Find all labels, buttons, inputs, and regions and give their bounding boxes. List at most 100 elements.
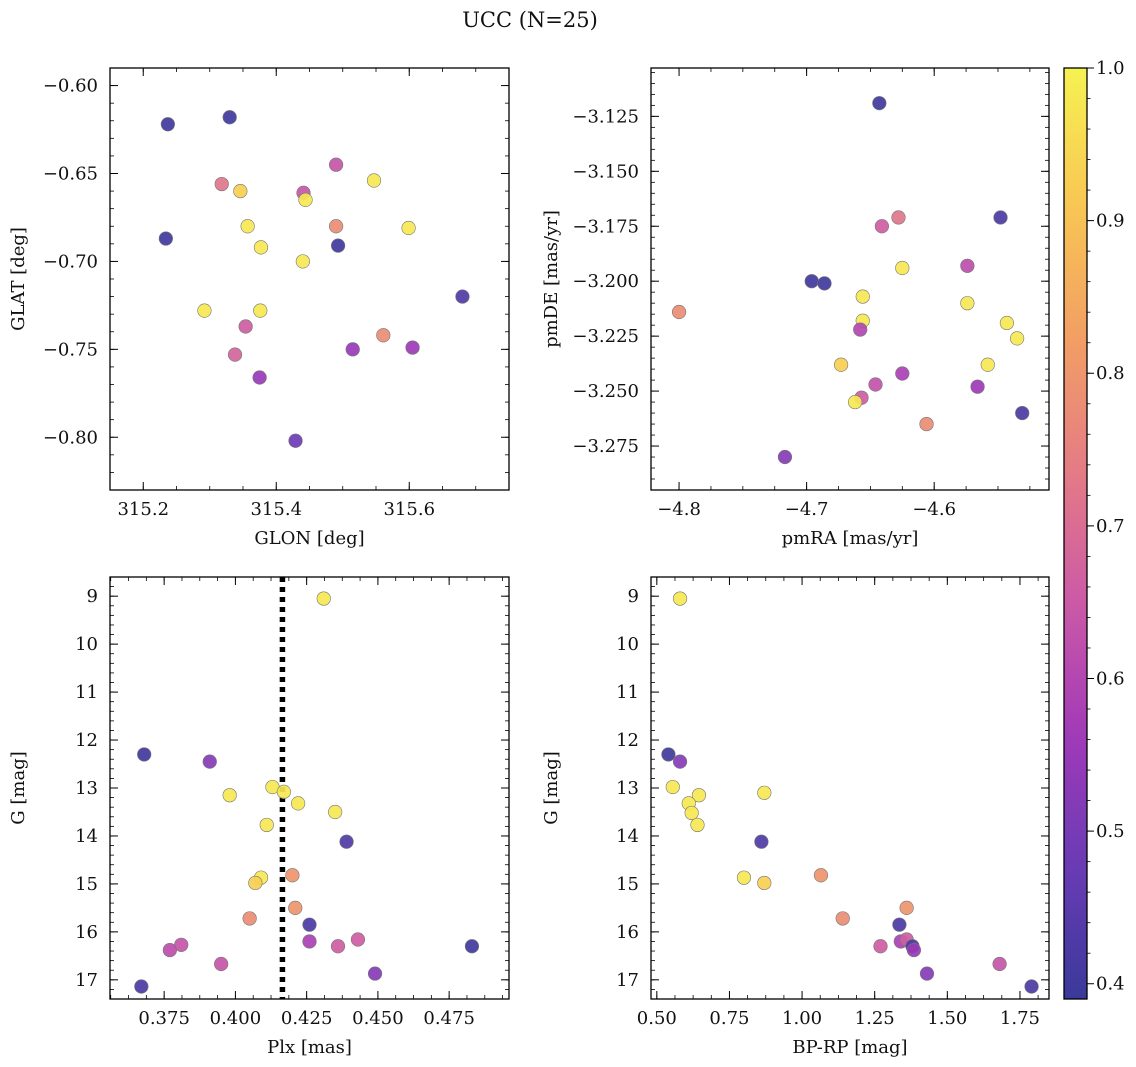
scatter-point xyxy=(895,260,910,276)
x-tick-label: 0.425 xyxy=(281,1008,333,1029)
x-tick-label: 315.4 xyxy=(250,499,302,520)
scatter-point xyxy=(671,304,687,320)
x-tick-label: 0.400 xyxy=(210,1008,262,1029)
scatter-point xyxy=(848,394,863,410)
scatter-point xyxy=(345,342,360,357)
y-tick-label: 17 xyxy=(75,970,98,991)
y-tick-label: −3.250 xyxy=(572,381,639,402)
scatter-point xyxy=(993,210,1008,225)
y-tick-label: 9 xyxy=(87,586,98,607)
scatter-point xyxy=(214,176,229,192)
x-tick-label: 1.00 xyxy=(782,1008,822,1029)
scatter-point xyxy=(350,932,366,947)
x-tick-label: 0.475 xyxy=(423,1008,475,1029)
y-tick-label: 10 xyxy=(75,634,98,655)
x-tick-label: 1.25 xyxy=(855,1008,895,1029)
y-axis-label: GLAT [deg] xyxy=(8,227,29,331)
scatter-point xyxy=(906,942,922,958)
scatter-point xyxy=(329,157,344,172)
scatter-point xyxy=(868,377,883,392)
x-tick-label: −4.7 xyxy=(785,499,829,520)
y-tick-label: −3.175 xyxy=(572,216,639,237)
scatter-point xyxy=(691,788,707,803)
scatter-point xyxy=(227,347,243,362)
x-axis-label: GLON [deg] xyxy=(254,528,364,549)
scatter-point xyxy=(376,328,391,343)
scatter-point xyxy=(999,315,1015,331)
scatter-point xyxy=(672,754,688,769)
scatter-point xyxy=(288,900,303,915)
y-tick-label: 16 xyxy=(616,922,639,943)
colorbar-tick-label: 0.9 xyxy=(1096,211,1125,232)
scatter-point xyxy=(899,900,914,915)
scatter-point xyxy=(672,591,688,606)
scatter-point xyxy=(665,779,680,795)
scatter-point xyxy=(1010,331,1025,346)
scatter-point xyxy=(757,875,772,891)
y-tick-label: 11 xyxy=(75,682,98,703)
scatter-point xyxy=(328,804,343,820)
scatter-point xyxy=(919,966,935,981)
scatter-point xyxy=(367,966,383,981)
scatter-point xyxy=(980,357,995,372)
y-tick-label: −3.225 xyxy=(572,326,639,347)
x-tick-label: 1.50 xyxy=(927,1008,967,1029)
scatter-point xyxy=(892,917,907,932)
colorbar: 0.4 0.5 0.6 0.7 0.8 0.9 1.0 xyxy=(1063,58,1125,1000)
scatter-point xyxy=(366,173,382,188)
scatter-point xyxy=(197,303,212,318)
scatter-point xyxy=(960,258,975,273)
y-tick-label: −0.60 xyxy=(43,76,98,97)
scatter-point xyxy=(253,240,269,255)
figure-title: UCC (N=25) xyxy=(462,8,598,32)
scatter-point xyxy=(992,956,1007,972)
scatter-point xyxy=(405,340,420,355)
scatter-point xyxy=(259,817,274,833)
scatter-point xyxy=(777,449,793,465)
scatter-point xyxy=(1024,979,1039,994)
y-tick-label: 11 xyxy=(616,682,639,703)
scatter-point xyxy=(285,868,300,883)
scatter-point xyxy=(960,296,975,311)
y-axis-label: G [mag] xyxy=(8,751,29,824)
scatter-point xyxy=(817,276,832,291)
plot-frame xyxy=(650,67,1050,491)
y-tick-label: 9 xyxy=(628,586,639,607)
y-tick-label: 12 xyxy=(616,730,639,751)
x-axis-label: pmRA [mas/yr] xyxy=(782,528,919,549)
scatter-point xyxy=(690,817,705,833)
panels: 315.2 315.4 315.6 −0.60 −0.65 −0.70 −0.75 −0.80… xyxy=(8,67,1050,1058)
panel-top-left: 315.2 315.4 315.6 −0.60 −0.65 −0.70 −0.75 −0.80… xyxy=(8,67,510,549)
scatter-point xyxy=(873,939,888,954)
x-axis-label: BP-RP [mag] xyxy=(792,1037,907,1058)
scatter-point xyxy=(835,911,850,926)
x-tick-label: 0.375 xyxy=(138,1008,190,1029)
y-tick-label: 14 xyxy=(616,826,639,847)
scatter-point xyxy=(339,834,354,849)
y-tick-label: −3.275 xyxy=(572,436,639,457)
y-tick-label: 15 xyxy=(75,874,98,895)
scatter-point xyxy=(238,319,253,334)
scatter-point xyxy=(329,219,344,234)
scatter-point xyxy=(401,220,416,236)
colorbar-tick-label: 0.5 xyxy=(1096,821,1125,842)
x-tick-label: 1.75 xyxy=(1000,1008,1040,1029)
scatter-point xyxy=(298,192,313,207)
y-tick-label: 14 xyxy=(75,826,98,847)
x-tick-label: 0.50 xyxy=(637,1008,677,1029)
scatter-point xyxy=(162,942,177,958)
scatter-point xyxy=(855,289,870,304)
scatter-point xyxy=(248,875,263,891)
x-axis-label: Plx [mas] xyxy=(267,1037,352,1058)
panel-top-right: −4.8 −4.7 −4.6 −3.125 −3.150 −3.175 −3.200 −3.2… xyxy=(541,67,1050,549)
scatter-point xyxy=(754,834,769,849)
scatter-point xyxy=(970,379,985,394)
scatter-point xyxy=(895,366,910,381)
y-tick-label: 15 xyxy=(616,874,639,895)
y-tick-label: −0.70 xyxy=(43,251,98,272)
scatter-point xyxy=(872,96,887,111)
y-tick-label: 17 xyxy=(616,970,639,991)
scatter-point xyxy=(736,870,752,885)
scatter-point xyxy=(302,917,317,932)
